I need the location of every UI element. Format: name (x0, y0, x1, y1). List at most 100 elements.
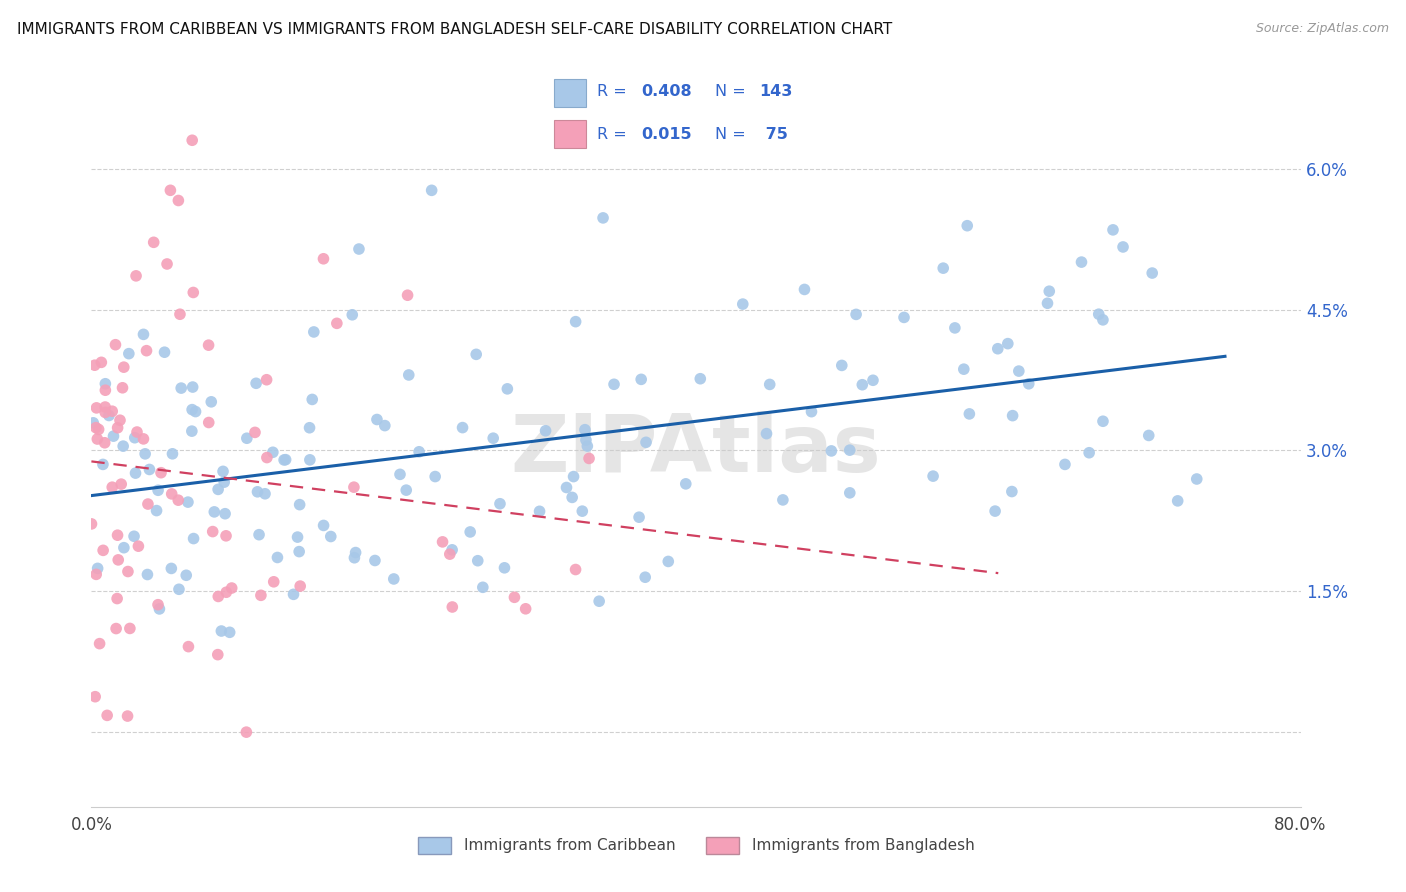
Point (364, 553, 387, 567)
Point (1070, 255, 1092, 269)
Point (326, 316, 349, 330)
Point (1008, 364, 1031, 378)
Text: Source: ZipAtlas.com: Source: ZipAtlas.com (1256, 22, 1389, 36)
Point (111, 381, 134, 395)
Point (465, 347, 488, 361)
Point (772, 492, 794, 507)
Point (838, 486, 860, 500)
Point (831, 359, 853, 373)
Point (312, 518, 335, 533)
Point (169, 307, 191, 321)
Point (101, 480, 124, 494)
Point (893, 310, 915, 325)
Point (471, 580, 494, 594)
Point (107, 528, 129, 542)
Point (246, 484, 269, 499)
Point (932, 261, 955, 276)
Point (420, 183, 443, 197)
Point (1112, 240, 1135, 254)
Point (138, 462, 160, 476)
Point (167, 194, 190, 208)
Point (1091, 313, 1114, 327)
Point (396, 288, 419, 302)
Point (1167, 494, 1189, 508)
Point (136, 497, 159, 511)
Point (731, 297, 754, 311)
Point (94, 376, 117, 391)
Point (214, 507, 236, 521)
Point (108, 413, 131, 427)
Text: R =: R = (596, 127, 631, 142)
Point (180, 424, 202, 438)
Point (343, 550, 366, 565)
Point (243, 425, 266, 440)
Point (215, 585, 238, 599)
Point (174, 568, 197, 582)
Point (94, 405, 117, 419)
Point (956, 219, 979, 233)
Point (94, 383, 117, 397)
Point (755, 426, 778, 441)
Point (287, 530, 309, 544)
Point (218, 625, 240, 640)
Point (112, 541, 135, 555)
Point (124, 466, 146, 480)
Point (96, 708, 118, 723)
Point (94, 400, 117, 414)
Point (167, 582, 190, 597)
Point (439, 547, 461, 561)
Point (1036, 296, 1059, 310)
Point (1087, 307, 1109, 321)
Point (145, 503, 167, 517)
Point (425, 469, 447, 483)
Point (342, 308, 364, 322)
Point (201, 524, 224, 539)
Point (136, 567, 159, 582)
Point (107, 421, 129, 435)
Point (1001, 409, 1024, 423)
Point (432, 534, 454, 549)
Point (634, 435, 657, 450)
Point (997, 336, 1019, 351)
Point (256, 450, 278, 465)
Point (124, 431, 146, 445)
Point (84, 690, 107, 704)
Point (183, 532, 205, 546)
Point (274, 452, 297, 467)
Text: 75: 75 (759, 127, 787, 142)
Point (110, 477, 132, 491)
Point (97, 409, 120, 423)
Point (105, 622, 128, 636)
Point (793, 282, 815, 296)
Point (256, 373, 278, 387)
Point (160, 561, 183, 575)
Point (943, 321, 966, 335)
Point (215, 529, 238, 543)
Point (482, 431, 505, 445)
Point (489, 497, 512, 511)
Point (250, 588, 273, 602)
Point (564, 315, 586, 329)
Point (80, 516, 103, 531)
Text: N =: N = (716, 127, 751, 142)
Point (135, 343, 157, 358)
Text: N =: N = (716, 85, 751, 99)
Point (298, 421, 321, 435)
Point (458, 524, 481, 539)
Point (957, 407, 980, 421)
Point (263, 574, 285, 589)
Point (1137, 428, 1160, 442)
Point (319, 529, 342, 543)
Point (87, 422, 110, 436)
Point (273, 453, 295, 467)
Point (630, 372, 652, 386)
Point (290, 579, 312, 593)
Point (529, 504, 551, 518)
Point (408, 444, 430, 458)
Point (576, 439, 599, 453)
Point (1001, 484, 1024, 499)
Point (134, 447, 156, 461)
Point (122, 529, 145, 543)
Point (574, 423, 596, 437)
Point (266, 550, 288, 565)
